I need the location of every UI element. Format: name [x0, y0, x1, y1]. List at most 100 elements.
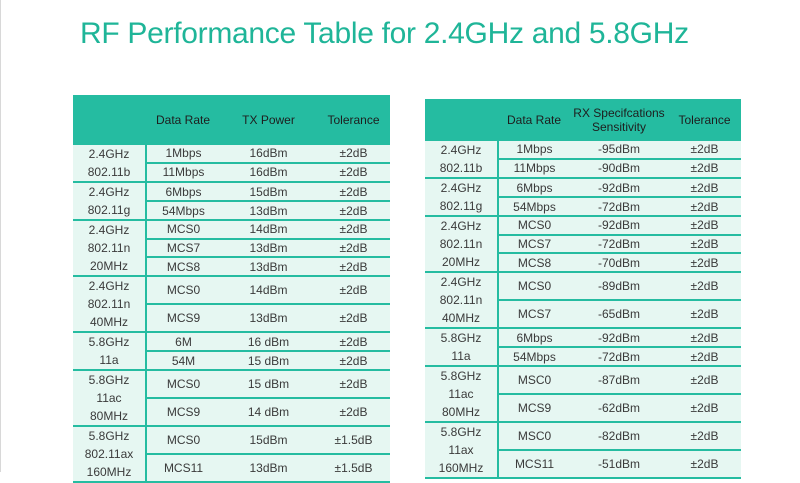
column-header: Tolerance: [668, 99, 741, 141]
power-value-cell: -87dBm: [570, 366, 668, 395]
data-rate-cell: MCS0: [146, 426, 220, 455]
tolerance-cell: ±2dB: [317, 332, 390, 352]
data-rate-cell: 54Mbps: [146, 201, 220, 221]
power-value-cell: -92dBm: [570, 216, 668, 236]
power-value-cell: -90dBm: [570, 158, 668, 180]
table-row: 54Mbps -72dBm ±2dB: [425, 347, 741, 367]
table-row: MCS7 -65dBm ±2dB: [425, 300, 741, 329]
power-value-cell: 13dBm: [220, 238, 317, 259]
data-rate-cell: MCS11: [146, 454, 220, 483]
table-row: 2.4GHz 802.11g 6Mbps 15dBm ±2dB: [73, 182, 390, 221]
data-rate-cell: 11Mbps: [146, 162, 220, 184]
column-header: [425, 99, 498, 141]
tolerance-cell: ±2dB: [317, 220, 390, 240]
band-label: 5.8GHz 11ac 80MHz: [73, 370, 147, 427]
table-row: 5.8GHz 11a 6Mbps -92dBm ±2dB: [425, 328, 741, 367]
tolerance-cell: ±2dB: [668, 158, 741, 180]
table-row: 2.4GHz 802.11b 1Mbps -95dBm ±2dB: [425, 141, 741, 179]
tolerance-cell: ±2dB: [317, 201, 390, 221]
column-header: TX Power: [220, 95, 317, 145]
tolerance-cell: ±2dB: [317, 351, 390, 371]
data-rate-cell: MSC0: [498, 422, 570, 451]
tolerance-cell: ±2dB: [668, 178, 741, 198]
table-row: 2.4GHz 802.11n 20MHz MCS0 14dBm ±2dB: [73, 220, 390, 277]
power-value-cell: -65dBm: [570, 300, 668, 329]
data-rate-cell: MCS9: [146, 304, 220, 333]
data-rate-cell: 1Mbps: [146, 145, 220, 164]
power-value-cell: 14 dBm: [220, 398, 317, 427]
tolerance-cell: ±2dB: [317, 276, 390, 305]
table-row: MCS8 13dBm ±2dB: [73, 257, 390, 277]
data-rate-cell: MCS7: [498, 300, 570, 329]
power-value-cell: 15 dBm: [220, 351, 317, 371]
table-row: 2.4GHz 802.11b 1Mbps 16dBm ±2dB: [73, 145, 390, 183]
power-value-cell: 15dBm: [220, 182, 317, 202]
table-row: 5.8GHz 11a 6M 16 dBm ±2dB: [73, 332, 390, 371]
band-label: 5.8GHz 11a: [425, 328, 499, 367]
table-row: 11Mbps -90dBm ±2dB: [425, 158, 741, 180]
table-row: 2.4GHz 802.11n 40MHz MCS0 -89dBm ±2dB: [425, 272, 741, 329]
tolerance-cell: ±2dB: [668, 328, 741, 348]
data-rate-cell: MCS11: [498, 450, 570, 479]
table-row: 2.4GHz 802.11n 40MHz MCS0 14dBm ±2dB: [73, 276, 390, 333]
tolerance-cell: ±2dB: [317, 182, 390, 202]
tolerance-cell: ±2dB: [317, 257, 390, 277]
data-rate-cell: 6Mbps: [146, 182, 220, 202]
data-rate-cell: MCS0: [498, 216, 570, 236]
table-row: 5.8GHz 11ac 80MHz MSC0 -87dBm ±2dB: [425, 366, 741, 423]
power-value-cell: 13dBm: [220, 304, 317, 333]
band-label: 5.8GHz 11ax 160MHz: [425, 422, 499, 479]
power-value-cell: 13dBm: [220, 454, 317, 483]
tolerance-cell: ±2dB: [668, 394, 741, 423]
tolerance-cell: ±2dB: [317, 304, 390, 333]
data-rate-cell: MCS0: [146, 370, 220, 399]
power-value-cell: -72dBm: [570, 197, 668, 217]
tolerance-cell: ±2dB: [668, 347, 741, 367]
column-header: RX Specifcations Sensitivity: [570, 99, 668, 141]
data-rate-cell: MCS0: [146, 220, 220, 240]
power-value-cell: -70dBm: [570, 253, 668, 273]
band-label: 2.4GHz 802.11n 20MHz: [73, 220, 147, 277]
band-label: 5.8GHz 11ac 80MHz: [425, 366, 499, 423]
tolerance-cell: ±2dB: [317, 398, 390, 427]
column-header: Tolerance: [317, 95, 390, 145]
tolerance-cell: ±2dB: [668, 450, 741, 479]
tolerance-cell: ±2dB: [317, 162, 390, 184]
table-row: 2.4GHz 802.11g 6Mbps -92dBm ±2dB: [425, 178, 741, 217]
power-value-cell: 16 dBm: [220, 332, 317, 352]
band-label: 2.4GHz 802.11n 40MHz: [425, 272, 499, 329]
band-label: 2.4GHz 802.11g: [73, 182, 147, 221]
tolerance-cell: ±2dB: [317, 370, 390, 399]
table-row: 54Mbps 13dBm ±2dB: [73, 201, 390, 221]
page-border: [0, 0, 1, 472]
power-value-cell: -82dBm: [570, 422, 668, 451]
tolerance-cell: ±2dB: [668, 272, 741, 301]
data-rate-cell: 54M: [146, 351, 220, 371]
data-rate-cell: 54Mbps: [498, 347, 570, 367]
table-row: MCS7 -72dBm ±2dB: [425, 234, 741, 255]
tolerance-cell: ±2dB: [668, 216, 741, 236]
header-row: Data Rate TX Power Tolerance: [73, 95, 390, 145]
tolerance-cell: ±2dB: [668, 197, 741, 217]
power-value-cell: -62dBm: [570, 394, 668, 423]
data-rate-cell: MCS7: [146, 238, 220, 259]
power-value-cell: -89dBm: [570, 272, 668, 301]
column-header: Data Rate: [146, 95, 220, 145]
band-label: 5.8GHz 11a: [73, 332, 147, 371]
power-value-cell: 14dBm: [220, 220, 317, 240]
power-value-cell: -72dBm: [570, 234, 668, 255]
data-rate-cell: 11Mbps: [498, 158, 570, 180]
data-rate-cell: 6Mbps: [498, 178, 570, 198]
data-rate-cell: MCS0: [498, 272, 570, 301]
band-label: 2.4GHz 802.11n 40MHz: [73, 276, 147, 333]
column-header: Data Rate: [498, 99, 570, 141]
tx-performance-table: Data Rate TX Power Tolerance 2.4GHz 802.11…: [73, 95, 390, 483]
table-row: 5.8GHz 11ac 80MHz MCS0 15 dBm ±2dB: [73, 370, 390, 427]
data-rate-cell: MCS8: [146, 257, 220, 277]
header-row: Data Rate RX Specifcations Sensitivity Tol…: [425, 99, 741, 141]
power-value-cell: 13dBm: [220, 201, 317, 221]
tolerance-cell: ±2dB: [668, 253, 741, 273]
power-value-cell: 15 dBm: [220, 370, 317, 399]
power-value-cell: -92dBm: [570, 178, 668, 198]
tolerance-cell: ±2dB: [317, 238, 390, 259]
